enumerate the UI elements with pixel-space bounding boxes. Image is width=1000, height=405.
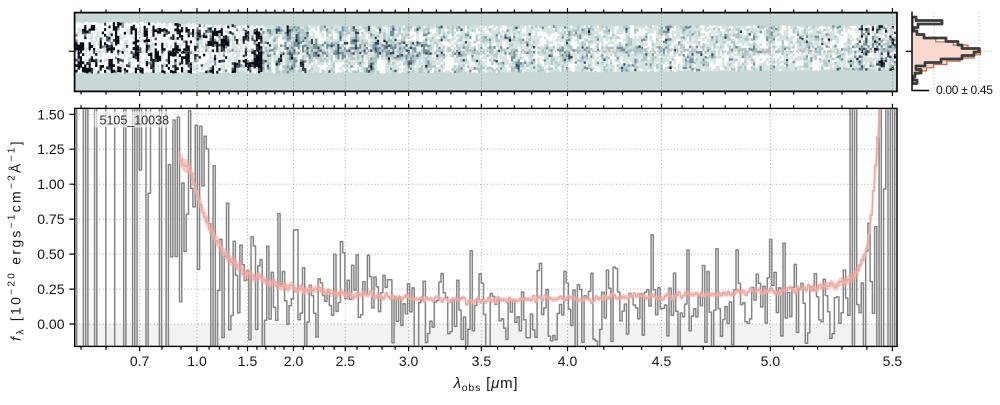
svg-text:4.0: 4.0 <box>558 353 578 369</box>
svg-text:0.50: 0.50 <box>37 246 64 262</box>
svg-text:3.5: 3.5 <box>472 353 492 369</box>
svg-text:0.00 ± 0.45: 0.00 ± 0.45 <box>936 83 993 97</box>
svg-text:5105_10038: 5105_10038 <box>100 113 170 127</box>
svg-text:1.5: 1.5 <box>238 353 258 369</box>
svg-text:5.5: 5.5 <box>883 353 903 369</box>
svg-text:5.0: 5.0 <box>761 353 781 369</box>
svg-text:3.0: 3.0 <box>399 353 419 369</box>
svg-text:0.7: 0.7 <box>130 353 150 369</box>
svg-text:2.0: 2.0 <box>284 353 304 369</box>
svg-text:1.00: 1.00 <box>37 176 64 192</box>
svg-text:0.00: 0.00 <box>37 316 64 332</box>
svg-text:2.5: 2.5 <box>336 353 356 369</box>
svg-text:1.25: 1.25 <box>37 141 64 157</box>
svg-text:0.25: 0.25 <box>37 281 64 297</box>
svg-text:0.75: 0.75 <box>37 211 64 227</box>
svg-text:fλ [10−20 ergs−1cm−2Å−1]: fλ [10−20 ergs−1cm−2Å−1] <box>7 139 27 341</box>
svg-text:1.0: 1.0 <box>187 353 207 369</box>
svg-text:1.50: 1.50 <box>37 106 64 122</box>
svg-text:4.5: 4.5 <box>652 353 672 369</box>
svg-text:λobs [μm]: λobs [μm] <box>453 375 519 394</box>
